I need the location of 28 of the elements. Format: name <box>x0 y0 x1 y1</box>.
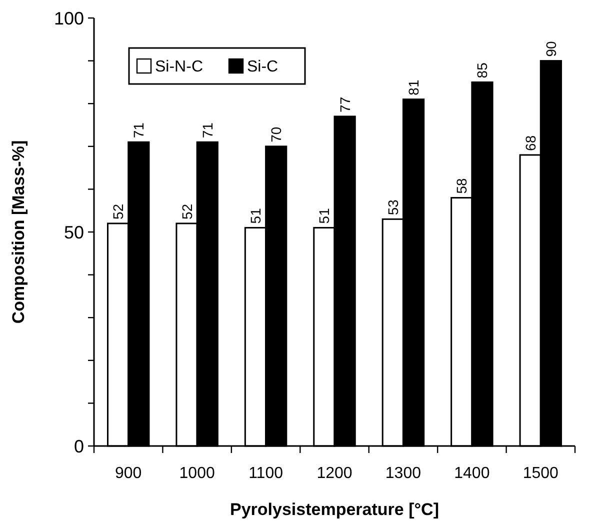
x-tick-label: 1500 <box>522 465 559 482</box>
x-tick-label: 1100 <box>248 465 284 482</box>
data-label: 90 <box>542 41 559 57</box>
data-label: 52 <box>178 204 195 220</box>
y-tick-label: 50 <box>64 222 84 242</box>
x-tick-label: 1000 <box>179 465 215 482</box>
y-tick-label: 0 <box>74 436 84 456</box>
y-axis-title: Composition [Mass-%] <box>9 140 28 324</box>
legend-label: Si-C <box>247 58 278 76</box>
data-label: 68 <box>522 135 538 151</box>
data-label: 81 <box>406 80 422 96</box>
data-label: 58 <box>454 178 470 194</box>
legend-label: Si-N-C <box>155 58 203 76</box>
data-label: 70 <box>268 126 284 142</box>
x-tick-label: 900 <box>115 465 142 482</box>
data-label: 52 <box>110 204 126 220</box>
x-axis-title: Pyrolysistemperature [°C] <box>230 500 439 519</box>
x-tick-label: 1200 <box>316 465 352 482</box>
data-label: 71 <box>199 122 216 138</box>
x-tick-label: 1300 <box>385 465 422 482</box>
data-label: 53 <box>384 199 401 216</box>
data-label: 85 <box>474 62 490 78</box>
data-label: 51 <box>316 208 332 224</box>
x-tick-label: 1400 <box>454 465 490 482</box>
data-label: 51 <box>247 208 264 224</box>
data-label: 77 <box>336 96 353 112</box>
data-label: 71 <box>130 122 147 138</box>
y-tick-label: 100 <box>54 8 84 28</box>
